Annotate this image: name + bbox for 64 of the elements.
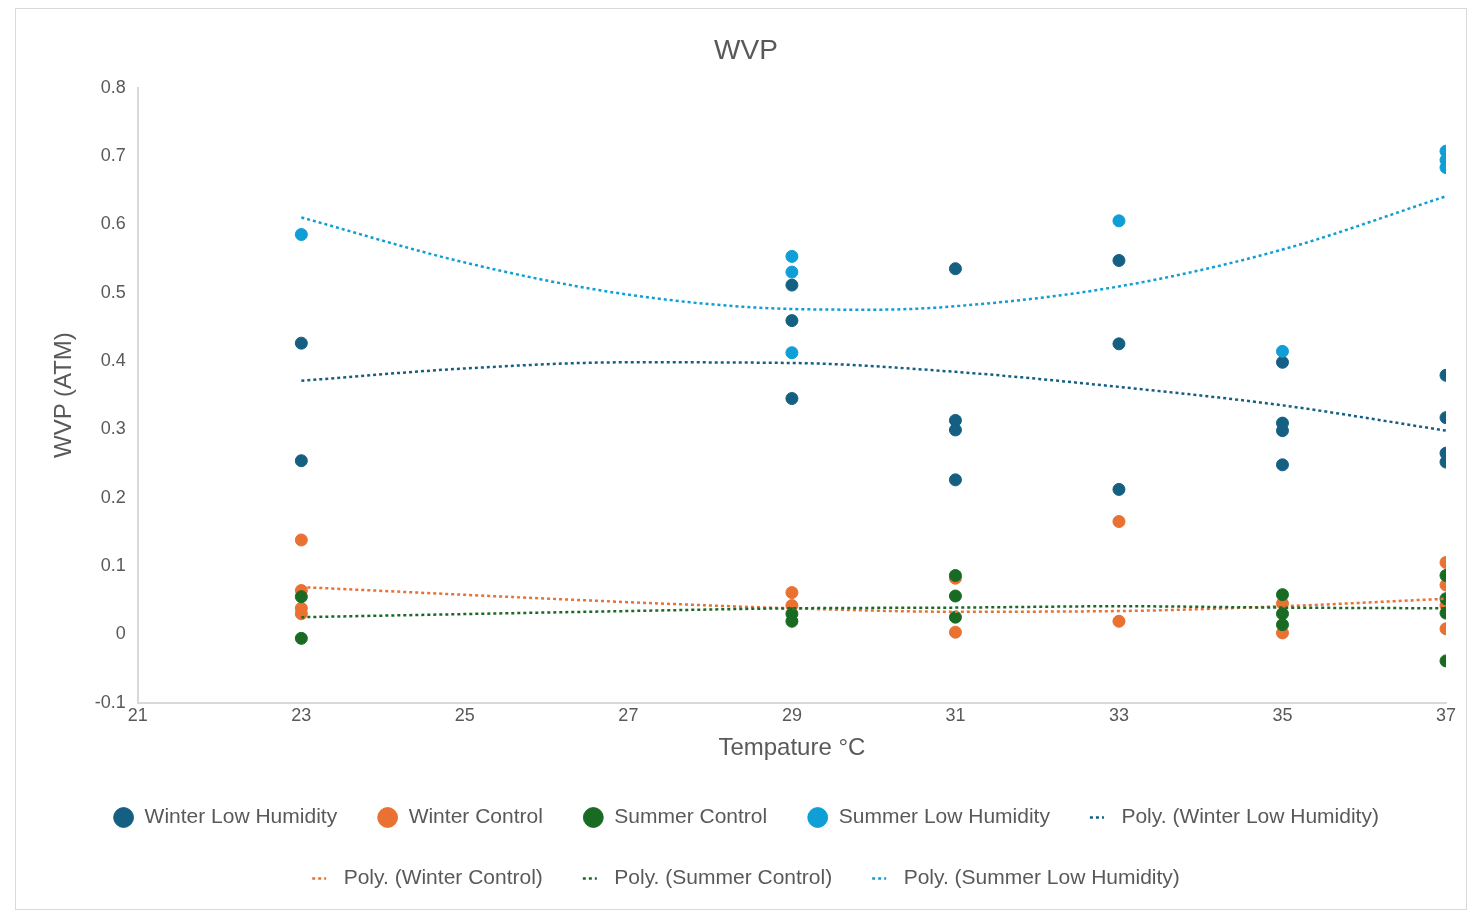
point: [948, 610, 962, 624]
point: [1275, 424, 1289, 438]
y-tick-label: 0: [115, 623, 126, 644]
legend-label: Poly. (Summer Low Humidity): [903, 865, 1180, 889]
x-tick-label: 27: [618, 705, 639, 726]
point: [1112, 337, 1126, 351]
point: [1112, 482, 1126, 496]
x-tick-label: 25: [454, 705, 475, 726]
point: [948, 423, 962, 437]
x-tick-label: 35: [1272, 705, 1293, 726]
point: [1275, 344, 1289, 358]
legend-label: Winter Control: [408, 804, 543, 828]
legend-label: Summer Low Humidity: [838, 804, 1051, 828]
point: [785, 346, 799, 360]
point: [1275, 355, 1289, 369]
point: [948, 473, 962, 487]
y-tick-label: -0.1: [94, 691, 126, 712]
legend-label: Poly. (Winter Control): [343, 865, 543, 889]
point: [294, 631, 308, 645]
x-tick-label: 29: [781, 705, 802, 726]
point: [785, 265, 799, 279]
line-series: [300, 195, 1446, 311]
x-tick-label: 31: [945, 705, 966, 726]
point: [948, 262, 962, 276]
point: [948, 625, 962, 639]
legend-label: Poly. (Winter Low Humidity): [1121, 804, 1379, 828]
y-tick-label: 0.4: [100, 349, 126, 370]
x-tick-label: 21: [127, 705, 148, 726]
legend-label: Summer Control: [614, 804, 768, 828]
point: [294, 590, 308, 604]
point: [1275, 458, 1289, 472]
point: [294, 228, 308, 242]
point: [294, 336, 308, 350]
legend-label: Winter Low Humidity: [144, 804, 338, 828]
point: [1112, 515, 1126, 529]
point: [785, 392, 799, 406]
point: [1275, 588, 1289, 602]
line-series: [300, 361, 1446, 432]
point: [785, 314, 799, 328]
point: [785, 278, 799, 292]
y-tick-label: 0.7: [100, 144, 126, 165]
y-tick-label: 0.8: [100, 76, 126, 97]
point: [1112, 614, 1126, 628]
point: [1275, 607, 1289, 621]
point: [785, 586, 799, 600]
point: [294, 533, 308, 547]
x-tick-label: 23: [291, 705, 312, 726]
point: [1112, 214, 1126, 228]
point: [785, 249, 799, 263]
y-tick-label: 0.2: [100, 486, 126, 507]
point: [948, 589, 962, 603]
legend-label: Poly. (Summer Control): [614, 865, 833, 889]
x-tick-label: 33: [1108, 705, 1129, 726]
x-axis-title: Tempature °C: [718, 733, 866, 761]
point: [1275, 618, 1289, 632]
y-tick-label: 0.5: [100, 281, 126, 302]
x-tick-label: 37: [1435, 705, 1457, 726]
y-axis-title: WVP (ATM): [49, 332, 77, 458]
chart-title: WVP: [714, 33, 778, 65]
point: [1112, 253, 1126, 267]
y-tick-label: 0.3: [100, 418, 126, 439]
y-tick-label: 0.6: [100, 213, 126, 234]
y-tick-label: 0.1: [100, 554, 126, 575]
point: [294, 454, 308, 468]
